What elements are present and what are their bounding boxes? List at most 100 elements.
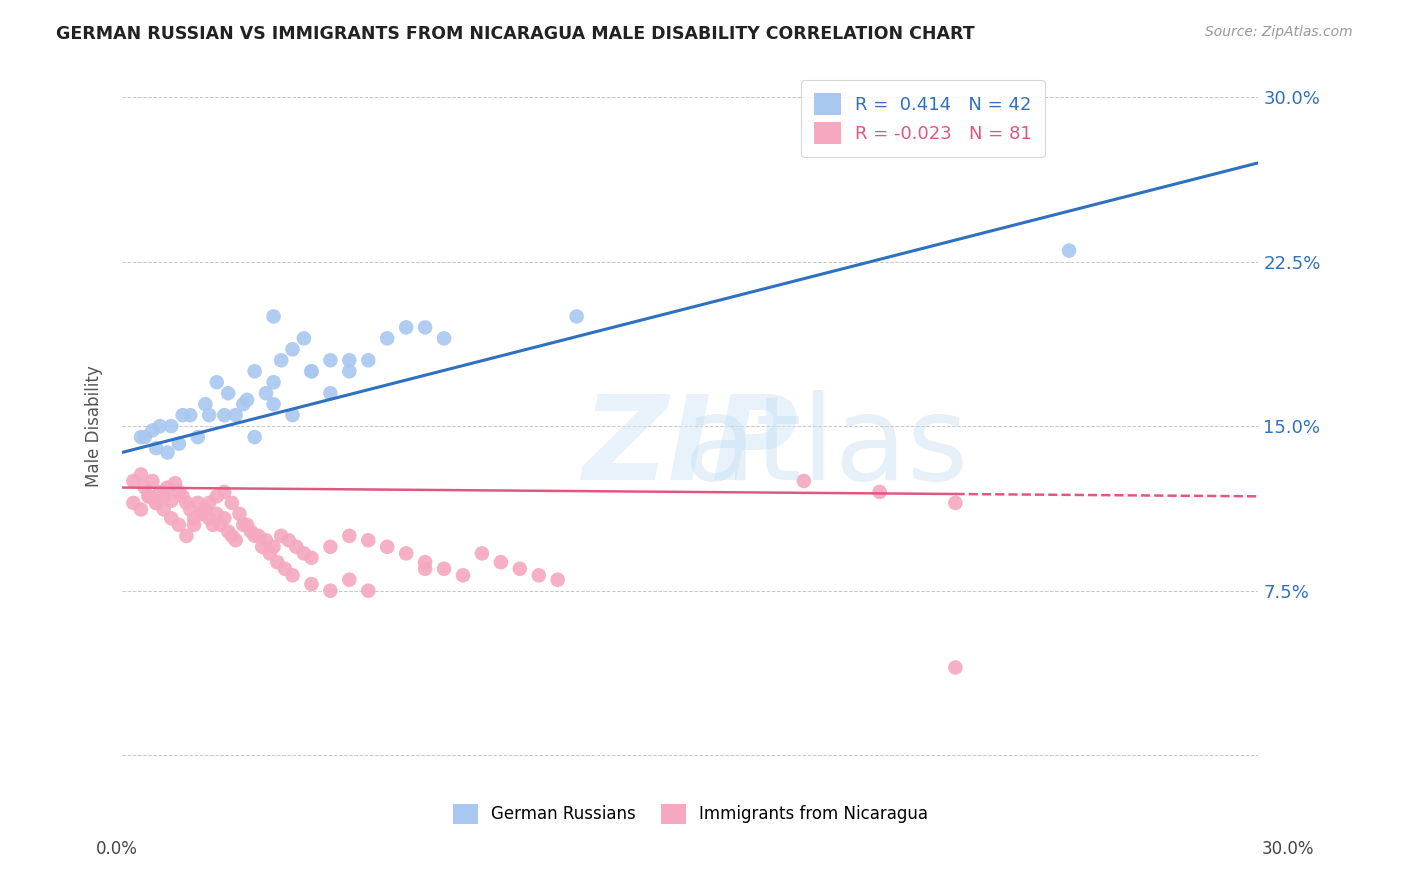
Point — [413, 555, 436, 569]
Point — [198, 511, 221, 525]
Point — [357, 583, 380, 598]
Point — [228, 507, 250, 521]
Point — [149, 485, 172, 500]
Point — [141, 474, 163, 488]
Point — [243, 529, 266, 543]
Point — [243, 364, 266, 378]
Point — [225, 533, 247, 548]
Point — [254, 533, 277, 548]
Point — [134, 430, 156, 444]
Point — [263, 540, 285, 554]
Point — [357, 533, 380, 548]
Point — [122, 496, 145, 510]
Point — [167, 517, 190, 532]
Point — [176, 496, 198, 510]
Point — [357, 353, 380, 368]
Point — [232, 397, 254, 411]
Point — [266, 555, 288, 569]
Point — [259, 546, 281, 560]
Point — [945, 496, 967, 510]
Point — [160, 419, 183, 434]
Point — [165, 476, 187, 491]
Point — [214, 511, 236, 525]
Point — [225, 408, 247, 422]
Point — [1057, 244, 1080, 258]
Point — [565, 310, 588, 324]
Point — [176, 529, 198, 543]
Point — [281, 343, 304, 357]
Point — [179, 502, 201, 516]
Point — [509, 562, 531, 576]
Point — [198, 496, 221, 510]
Point — [145, 496, 167, 510]
Point — [319, 353, 342, 368]
Point — [433, 331, 456, 345]
Point — [187, 430, 209, 444]
Point — [129, 467, 152, 482]
Point — [239, 524, 262, 539]
Point — [945, 660, 967, 674]
Point — [236, 517, 259, 532]
Point — [547, 573, 569, 587]
Point — [183, 517, 205, 532]
Point — [209, 517, 232, 532]
Point — [337, 573, 360, 587]
Legend: German Russians, Immigrants from Nicaragua: German Russians, Immigrants from Nicarag… — [446, 797, 935, 830]
Point — [869, 485, 891, 500]
Point — [337, 364, 360, 378]
Point — [190, 507, 212, 521]
Point — [395, 546, 418, 560]
Point — [167, 485, 190, 500]
Y-axis label: Male Disability: Male Disability — [86, 365, 103, 487]
Point — [172, 489, 194, 503]
Point — [395, 320, 418, 334]
Point — [301, 364, 323, 378]
Point — [217, 524, 239, 539]
Point — [214, 485, 236, 500]
Point — [156, 481, 179, 495]
Point — [433, 562, 456, 576]
Point — [172, 408, 194, 422]
Point — [263, 376, 285, 390]
Point — [156, 445, 179, 459]
Point — [319, 583, 342, 598]
Point — [160, 511, 183, 525]
Point — [451, 568, 474, 582]
Point — [270, 353, 292, 368]
Point — [375, 331, 398, 345]
Text: 30.0%: 30.0% — [1263, 840, 1315, 858]
Point — [254, 386, 277, 401]
Point — [413, 320, 436, 334]
Point — [205, 489, 228, 503]
Point — [285, 540, 308, 554]
Point — [201, 517, 224, 532]
Point — [187, 496, 209, 510]
Point — [194, 502, 217, 516]
Point — [250, 540, 273, 554]
Point — [243, 430, 266, 444]
Point — [489, 555, 512, 569]
Point — [793, 474, 815, 488]
Point — [319, 386, 342, 401]
Point — [198, 408, 221, 422]
Point — [205, 507, 228, 521]
Point — [183, 511, 205, 525]
Point — [263, 397, 285, 411]
Point — [194, 397, 217, 411]
Point — [301, 364, 323, 378]
Text: 0.0%: 0.0% — [96, 840, 138, 858]
Point — [167, 436, 190, 450]
Point — [471, 546, 494, 560]
Point — [134, 481, 156, 495]
Point — [232, 517, 254, 532]
Point — [292, 331, 315, 345]
Point — [270, 529, 292, 543]
Point — [527, 568, 550, 582]
Point — [247, 529, 270, 543]
Point — [179, 408, 201, 422]
Text: atlas: atlas — [683, 391, 969, 506]
Point — [301, 577, 323, 591]
Point — [263, 310, 285, 324]
Point — [160, 493, 183, 508]
Point — [281, 568, 304, 582]
